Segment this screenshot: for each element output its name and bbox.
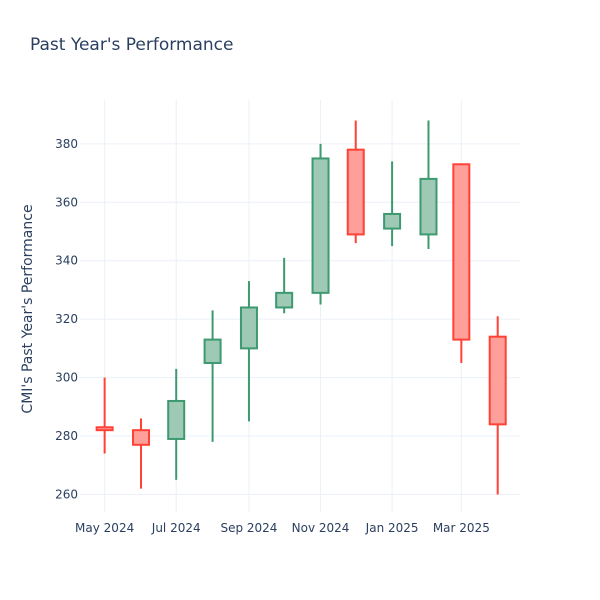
candle-body <box>132 429 151 446</box>
candle-increasing <box>419 120 438 250</box>
candle-increasing <box>383 161 402 247</box>
y-tick-label: 340 <box>55 254 78 268</box>
candle-decreasing <box>95 377 114 454</box>
x-tick-label: Sep 2024 <box>220 521 277 535</box>
candle-body <box>275 291 294 309</box>
candle-increasing <box>203 310 222 442</box>
y-tick-label: 360 <box>55 195 78 209</box>
candle-increasing <box>275 257 294 314</box>
y-tick-label: 260 <box>55 487 78 501</box>
candle-increasing <box>311 143 330 305</box>
candle-body <box>383 212 402 230</box>
x-tick-label: May 2024 <box>75 521 134 535</box>
candles <box>95 120 507 495</box>
x-tick-label: Nov 2024 <box>292 521 350 535</box>
y-tick-label: 380 <box>55 137 78 151</box>
candle-body <box>419 177 438 236</box>
y-tick-label: 320 <box>55 312 78 326</box>
candle-decreasing <box>132 418 151 489</box>
candle-decreasing <box>452 163 471 363</box>
candle-increasing <box>167 368 186 480</box>
candle-body <box>239 306 258 350</box>
candle-decreasing <box>346 120 365 244</box>
candle-body <box>95 426 114 432</box>
candle-body <box>452 163 471 341</box>
chart-title: Past Year's Performance <box>30 35 234 55</box>
candle-body <box>311 157 330 294</box>
candle-body <box>167 399 186 440</box>
candle-increasing <box>239 281 258 422</box>
y-tick-label: 280 <box>55 429 78 443</box>
axes: 260 280 300 320 340 360 380 May 2024 Jul 2024 Sep… <box>55 137 490 535</box>
x-tick-label: Jul 2024 <box>151 521 201 535</box>
x-tick-label: Jan 2025 <box>365 521 419 535</box>
candle-body <box>488 335 507 426</box>
y-tick-label: 300 <box>55 371 78 385</box>
x-tick-label: Mar 2025 <box>433 521 490 535</box>
candle-body <box>203 338 222 364</box>
candle-body <box>346 148 365 236</box>
y-axis-label: CMI's Past Year's Performance <box>20 204 36 413</box>
candle-decreasing <box>488 316 507 495</box>
